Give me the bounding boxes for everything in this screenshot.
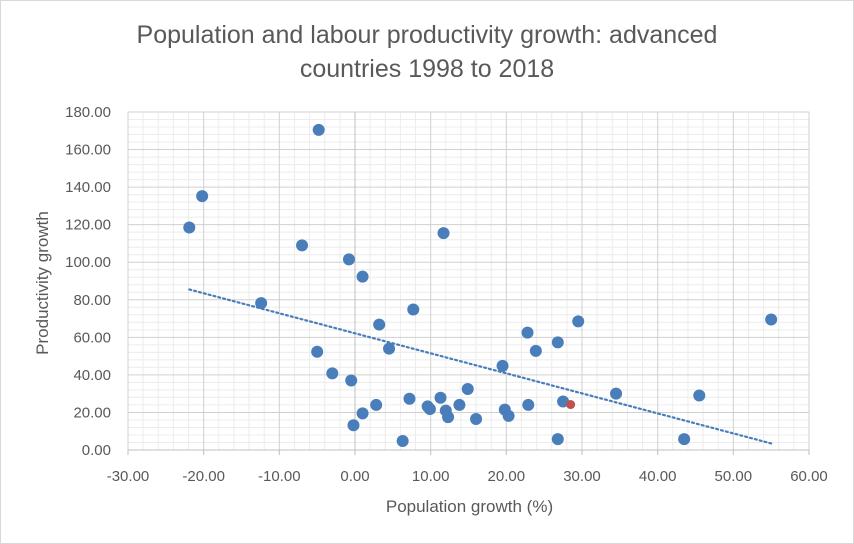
trendline-group: [188, 288, 773, 445]
data-point: [461, 382, 474, 395]
data-point: [502, 409, 515, 422]
y-tick-label: 40.00: [73, 367, 111, 384]
data-point: [255, 297, 268, 310]
data-point: [693, 389, 706, 402]
x-tick-label: 10.00: [412, 468, 450, 485]
data-point: [356, 270, 369, 283]
data-point: [183, 221, 196, 234]
data-point: [442, 411, 455, 424]
data-point: [572, 315, 585, 328]
data-points: [183, 123, 778, 447]
chart-title: Population and labour productivity growt…: [136, 21, 718, 83]
data-point: [407, 303, 420, 316]
data-point: [370, 398, 383, 411]
y-tick-label: 60.00: [73, 329, 111, 346]
data-point: [529, 344, 542, 357]
data-point: [434, 391, 447, 404]
y-tick-label: 80.00: [73, 292, 111, 309]
y-tick-label: 0.00: [82, 442, 111, 459]
data-point: [342, 253, 355, 266]
data-point: [373, 318, 386, 331]
trendline: [188, 288, 773, 445]
y-tick-label: 140.00: [65, 179, 111, 196]
data-point: [423, 403, 436, 416]
y-tick-label: 20.00: [73, 404, 111, 421]
x-tick-label: 30.00: [563, 468, 601, 485]
y-tick-label: 100.00: [65, 254, 111, 271]
y-tick-label: 160.00: [65, 142, 111, 159]
data-point: [551, 336, 564, 349]
data-point: [470, 413, 483, 426]
data-point: [345, 374, 358, 387]
y-tick-label: 180.00: [65, 104, 111, 121]
x-tick-label: 0.00: [340, 468, 369, 485]
data-point: [296, 239, 309, 252]
data-point: [496, 359, 509, 372]
data-point: [311, 345, 324, 358]
y-axis-label: Productivity growth: [33, 211, 52, 355]
x-tick-label: -10.00: [258, 468, 301, 485]
x-tick-label: 40.00: [639, 468, 677, 485]
data-point: [521, 326, 534, 339]
highlighted-data-point: [566, 400, 576, 410]
data-point: [522, 398, 535, 411]
x-tick-label: 60.00: [790, 468, 828, 485]
data-point: [347, 419, 360, 432]
axes: [127, 112, 810, 455]
data-point: [453, 398, 466, 411]
data-point: [196, 190, 209, 203]
data-point: [610, 387, 623, 400]
x-tick-label: -20.00: [182, 468, 225, 485]
major-gridlines: [127, 111, 810, 450]
data-point: [551, 433, 564, 446]
x-axis-label: Population growth (%): [386, 497, 553, 516]
data-point: [765, 313, 778, 326]
data-point: [383, 342, 396, 355]
tick-labels: -30.00 -20.00 -10.00 0.00 10.00 20.00 30.00 40.…: [65, 104, 828, 485]
x-tick-label: 50.00: [715, 468, 753, 485]
data-point: [403, 392, 416, 405]
data-point: [356, 407, 369, 420]
data-point: [557, 395, 570, 408]
y-tick-label: 120.00: [65, 217, 111, 234]
x-tick-label: 20.00: [488, 468, 526, 485]
x-tick-label: -30.00: [107, 468, 150, 485]
data-point: [437, 227, 450, 240]
data-point: [326, 367, 339, 380]
data-point: [312, 123, 325, 136]
minor-gridlines: [128, 112, 809, 450]
data-point: [396, 434, 409, 447]
data-point: [678, 433, 691, 446]
